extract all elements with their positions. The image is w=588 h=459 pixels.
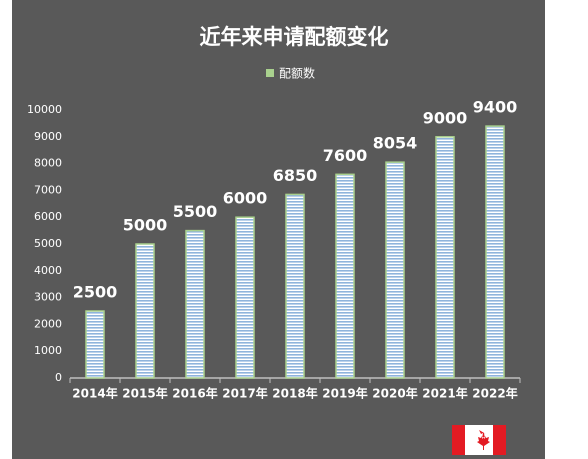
bar xyxy=(135,243,155,379)
x-tick-label: 2014年 xyxy=(72,386,117,401)
x-tick-label: 2017年 xyxy=(222,386,267,401)
data-label: 8054 xyxy=(373,134,418,153)
data-label: 6000 xyxy=(223,189,268,208)
x-tick-label: 2015年 xyxy=(122,386,167,401)
data-label: 9000 xyxy=(423,108,468,127)
x-tick-label: 2020年 xyxy=(372,386,417,401)
x-tick-label: 2021年 xyxy=(422,386,467,401)
bar xyxy=(285,193,305,379)
y-tick-label: 2000 xyxy=(34,317,62,330)
y-tick-label: 10000 xyxy=(27,103,62,116)
bar xyxy=(235,216,255,379)
bar xyxy=(85,310,105,379)
chart-background xyxy=(12,0,545,459)
y-tick-label: 7000 xyxy=(34,183,62,196)
y-tick-label: 1000 xyxy=(34,344,62,357)
bar xyxy=(485,125,505,379)
x-tick-label: 2022年 xyxy=(472,386,517,401)
x-tick-label: 2016年 xyxy=(172,386,217,401)
y-tick-label: 6000 xyxy=(34,210,62,223)
y-tick-label: 4000 xyxy=(34,264,62,277)
flag xyxy=(452,425,506,455)
bar xyxy=(185,229,205,379)
y-tick-label: 9000 xyxy=(34,130,62,143)
legend-swatch xyxy=(266,69,274,77)
data-label: 2500 xyxy=(73,283,118,302)
bar xyxy=(335,173,355,379)
y-tick-label: 5000 xyxy=(34,237,62,250)
chart-title: 近年来申请配额变化 xyxy=(200,25,389,49)
y-tick-label: 3000 xyxy=(34,291,62,304)
bar xyxy=(385,161,405,379)
legend-label: 配额数 xyxy=(279,66,315,81)
data-label: 5000 xyxy=(123,216,168,235)
data-label: 5500 xyxy=(173,202,218,221)
data-label: 9400 xyxy=(473,98,518,117)
y-tick-label: 8000 xyxy=(34,157,62,170)
data-label: 7600 xyxy=(323,146,368,165)
bar xyxy=(435,136,455,379)
x-tick-label: 2018年 xyxy=(272,386,317,401)
data-label: 6850 xyxy=(273,166,318,185)
y-tick-label: 0 xyxy=(55,371,62,384)
x-tick-label: 2019年 xyxy=(322,386,367,401)
